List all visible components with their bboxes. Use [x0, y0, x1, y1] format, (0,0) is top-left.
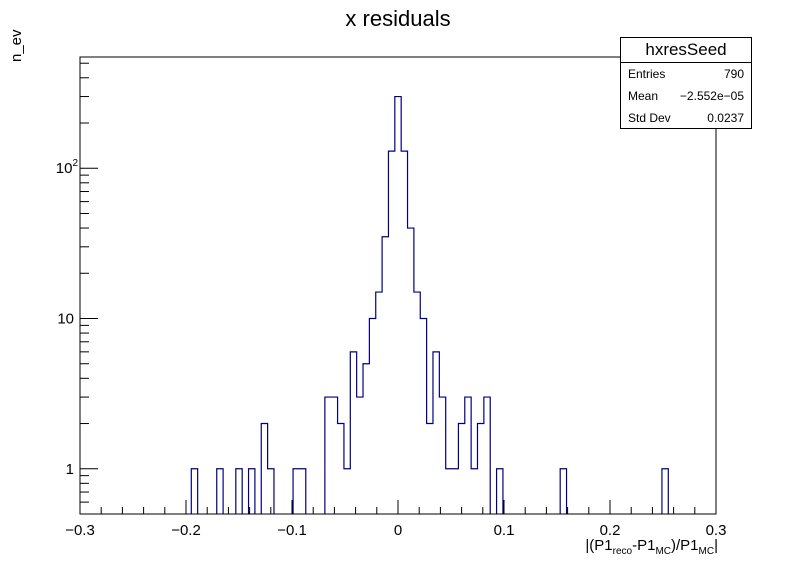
x-tick-label: 0 — [394, 522, 402, 539]
histogram-outline — [190, 95, 669, 514]
chart-title: x residuals — [345, 6, 451, 31]
stats-label: Entries — [628, 67, 666, 81]
y-tick-label: 102 — [56, 158, 79, 177]
y-tick-label: 1 — [66, 461, 74, 478]
stats-value: −2.552e−05 — [679, 89, 744, 103]
x-axis-label: |(P1reco-P1MC)/P1MC| — [585, 537, 718, 557]
x-tick-label: −0.3 — [65, 522, 95, 539]
stats-row-mean: Mean −2.552e−05 — [621, 85, 751, 107]
x-tick-label: 0.1 — [494, 522, 515, 539]
stats-value: 790 — [723, 67, 744, 81]
plot-frame — [79, 56, 717, 515]
axis-ticks — [79, 62, 717, 514]
stats-value: 0.0237 — [707, 111, 744, 125]
x-tick-label: 0.3 — [706, 522, 727, 539]
stats-box: hxresSeed Entries 790 Mean −2.552e−05 St… — [620, 37, 752, 129]
stats-label: Std Dev — [628, 111, 671, 125]
axis-tick-labels: −0.3 −0.2 −0.1 0 0.1 0.2 0.3 1 10 102 — [56, 158, 727, 539]
x-tick-label: −0.1 — [277, 522, 307, 539]
y-axis-label: n_ev — [8, 29, 25, 62]
stats-title: hxresSeed — [621, 38, 751, 63]
y-tick-label: 10 — [57, 311, 74, 328]
x-tick-label: −0.2 — [171, 522, 201, 539]
stats-row-stddev: Std Dev 0.0237 — [621, 107, 751, 129]
stats-row-entries: Entries 790 — [621, 63, 751, 85]
x-tick-label: 0.2 — [600, 522, 621, 539]
stats-label: Mean — [628, 89, 659, 103]
